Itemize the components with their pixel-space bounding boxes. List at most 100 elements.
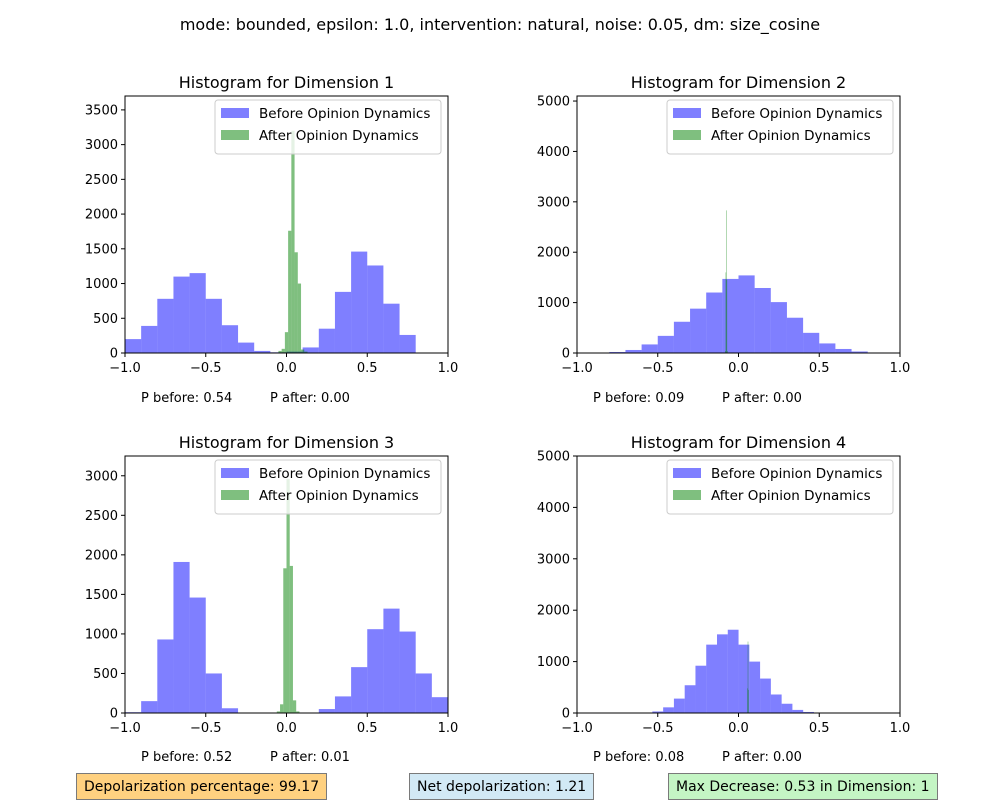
y-tick-label: 2500 <box>85 509 118 524</box>
p-after-dim1: P after: 0.00 <box>270 391 350 406</box>
p-after-dim2: P after: 0.00 <box>722 391 802 406</box>
before-bar-bar <box>351 251 368 353</box>
y-tick-label: 1500 <box>85 588 118 603</box>
histogram-title: Histogram for Dimension 2 <box>631 73 846 92</box>
after-bar-bar <box>725 350 726 353</box>
legend-label-before: Before Opinion Dynamics <box>711 106 882 122</box>
histogram-dim3: Histogram for Dimension 3 −1.0 −0.5 0.0 0.5 1… <box>85 433 458 736</box>
legend-label-before: Before Opinion Dynamics <box>259 106 430 122</box>
legend: Before Opinion Dynamics After Opinion Dyn… <box>666 99 894 155</box>
before-bar-bar <box>221 708 239 713</box>
y-tick-label: 0 <box>110 347 118 362</box>
before-bar-bar <box>367 265 384 353</box>
y-tick-label: 4000 <box>537 145 570 160</box>
after-bar-bar <box>276 711 281 713</box>
x-tick-label: 0.0 <box>276 361 297 376</box>
histogram-title: Histogram for Dimension 3 <box>179 433 394 452</box>
before-bar-bar <box>695 665 707 713</box>
legend-swatch-before <box>673 468 701 478</box>
legend-swatch-after <box>673 130 701 140</box>
x-tick-label: 0.5 <box>357 721 378 736</box>
before-bar-bar <box>641 344 658 353</box>
histogram-dim4: Histogram for Dimension 4 −1.0 −0.5 0.0 0.5 1… <box>537 433 910 736</box>
y-tick-label: 2000 <box>85 548 118 563</box>
legend-label-before: Before Opinion Dynamics <box>711 466 882 482</box>
y-tick-label: 1000 <box>537 655 570 670</box>
after-bar-bar <box>726 279 728 353</box>
histogram-dim1: Histogram for Dimension 1 −1.0 −0.5 0.0 0.5 1… <box>85 73 458 376</box>
max-decrease-box: Max Decrease: 0.53 in Dimension: 1 <box>668 773 938 800</box>
x-tick-label: −0.5 <box>642 721 674 736</box>
after-bar-bar <box>288 230 292 353</box>
x-tick-label: −0.5 <box>642 361 674 376</box>
y-tick-label: 1000 <box>85 277 118 292</box>
before-bar-bar <box>238 342 255 353</box>
before-bar-bar <box>205 673 222 713</box>
legend-swatch-before <box>221 108 249 118</box>
after-bar-bar <box>286 478 290 713</box>
x-tick-label: 0.0 <box>276 721 297 736</box>
y-tick-label: 4000 <box>537 501 570 516</box>
legend-label-after: After Opinion Dynamics <box>711 488 871 504</box>
legend-swatch-before <box>673 108 701 118</box>
y-tick-label: 3000 <box>85 138 118 153</box>
after-bar-bar <box>748 689 749 713</box>
y-tick-label: 3000 <box>537 552 570 567</box>
after-bar-bar <box>283 568 287 713</box>
before-bar-bar <box>399 334 416 353</box>
y-tick-label: 500 <box>93 312 118 327</box>
before-bar-bar <box>786 317 804 353</box>
before-bar-bar <box>141 701 158 713</box>
p-before-dim4: P before: 0.08 <box>593 750 685 765</box>
before-bar-bar <box>302 347 319 353</box>
p-before-dim2: P before: 0.09 <box>593 391 685 406</box>
before-bar-bar <box>770 694 782 713</box>
p-before-dim3: P before: 0.52 <box>141 750 233 765</box>
before-bar-bar <box>835 348 852 353</box>
before-bar-bar <box>415 673 432 713</box>
y-tick-label: 2000 <box>537 604 570 619</box>
x-tick-label: −1.0 <box>109 361 141 376</box>
x-tick-label: −1.0 <box>561 361 593 376</box>
after-bar-bar <box>725 272 727 353</box>
after-bar-bar <box>297 283 302 353</box>
before-bar-bar <box>717 634 728 713</box>
y-tick-label: 0 <box>562 707 570 722</box>
before-bar-bar <box>706 644 718 713</box>
before-bar-bar <box>727 629 739 713</box>
y-tick-label: 3000 <box>537 195 570 210</box>
net-depolarization-box: Net depolarization: 1.21 <box>409 773 595 800</box>
legend-swatch-after <box>221 490 249 500</box>
legend-swatch-before <box>221 468 249 478</box>
x-tick-label: 1.0 <box>890 721 911 736</box>
before-bar-bar <box>781 703 793 713</box>
before-bar-bar <box>157 298 174 353</box>
before-bar-bar <box>760 678 771 713</box>
before-bar-bar <box>173 561 190 713</box>
depolarization-percentage-box: Depolarization percentage: 99.17 <box>76 773 328 800</box>
before-bar-bar <box>738 644 750 713</box>
after-bar-bar <box>304 351 308 353</box>
legend: Before Opinion Dynamics After Opinion Dyn… <box>214 99 442 155</box>
after-bar-bar <box>301 349 305 353</box>
before-bar-bar <box>189 273 206 353</box>
before-bar-bar <box>657 335 674 353</box>
bars-group <box>125 130 416 353</box>
bars-group <box>641 629 825 713</box>
before-bar-bar <box>318 709 335 713</box>
y-tick-label: 2000 <box>537 246 570 261</box>
legend: Before Opinion Dynamics After Opinion Dyn… <box>666 459 894 515</box>
before-bar-bar <box>431 697 448 713</box>
before-bar-bar <box>367 629 384 713</box>
before-bar-bar <box>383 608 400 713</box>
before-bar-bar <box>383 303 400 353</box>
before-bar-bar <box>770 302 787 353</box>
x-tick-label: −1.0 <box>561 721 593 736</box>
legend-swatch-after <box>221 130 249 140</box>
legend-frame <box>214 459 442 515</box>
before-bar-bar <box>673 698 685 713</box>
before-bar-bar <box>803 332 820 353</box>
y-tick-label: 0 <box>562 347 570 362</box>
x-tick-label: −0.5 <box>190 361 222 376</box>
x-tick-label: 0.0 <box>728 361 749 376</box>
